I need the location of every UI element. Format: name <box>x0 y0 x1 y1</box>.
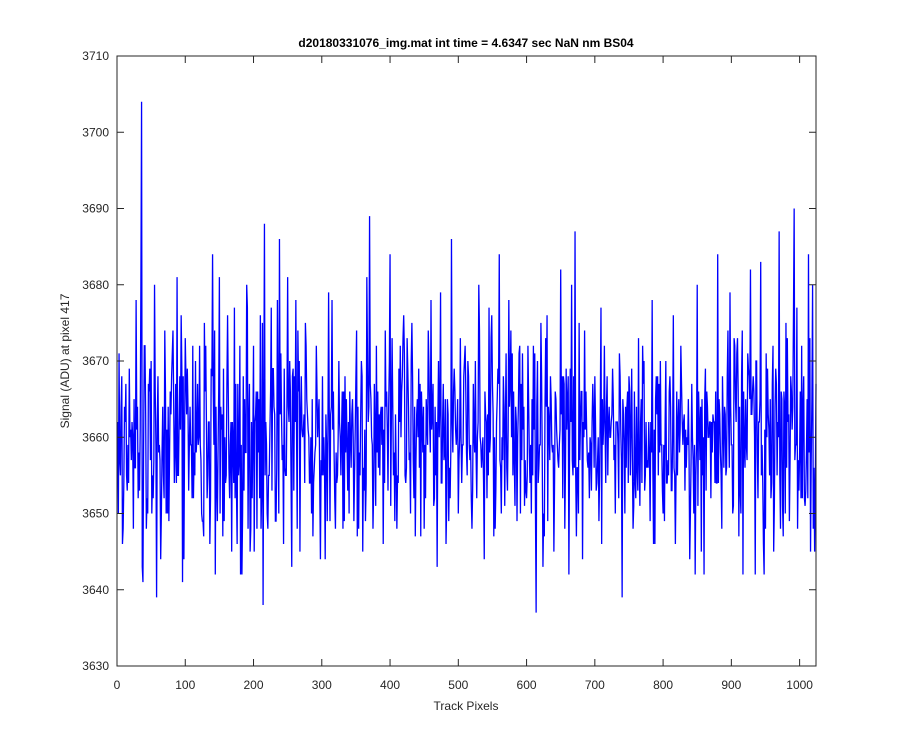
x-tick-label: 400 <box>380 678 400 692</box>
x-axis: 0 100 200 300 400 500 600 700 800 900 1000 <box>114 56 813 692</box>
y-tick-label: 3710 <box>82 49 109 63</box>
y-axis-label: Signal (ADU) at pixel 417 <box>58 293 72 428</box>
y-axis: 3630 3640 3650 3660 3670 3680 3690 3700 3710 <box>82 49 816 673</box>
x-tick-label: 0 <box>114 678 121 692</box>
y-tick-label: 3630 <box>82 659 109 673</box>
x-tick-label: 900 <box>721 678 741 692</box>
y-tick-label: 3650 <box>82 507 109 521</box>
x-tick-label: 100 <box>175 678 195 692</box>
y-tick-label: 3680 <box>82 278 109 292</box>
x-tick-label: 1000 <box>786 678 813 692</box>
series-line-signal <box>117 101 817 613</box>
x-tick-label: 700 <box>585 678 605 692</box>
y-tick-label: 3670 <box>82 354 109 368</box>
plot-area <box>117 56 816 666</box>
x-tick-label: 300 <box>312 678 332 692</box>
x-tick-label: 500 <box>448 678 468 692</box>
y-tick-label: 3640 <box>82 583 109 597</box>
x-tick-label: 800 <box>653 678 673 692</box>
y-tick-label: 3700 <box>82 125 109 139</box>
x-axis-label: Track Pixels <box>434 699 499 713</box>
y-tick-label: 3660 <box>82 430 109 444</box>
chart-title: d20180331076_img.mat int time = 4.6347 s… <box>298 36 634 50</box>
x-tick-label: 200 <box>244 678 264 692</box>
y-tick-label: 3690 <box>82 202 109 216</box>
x-tick-label: 600 <box>517 678 537 692</box>
series-layer <box>117 101 817 613</box>
